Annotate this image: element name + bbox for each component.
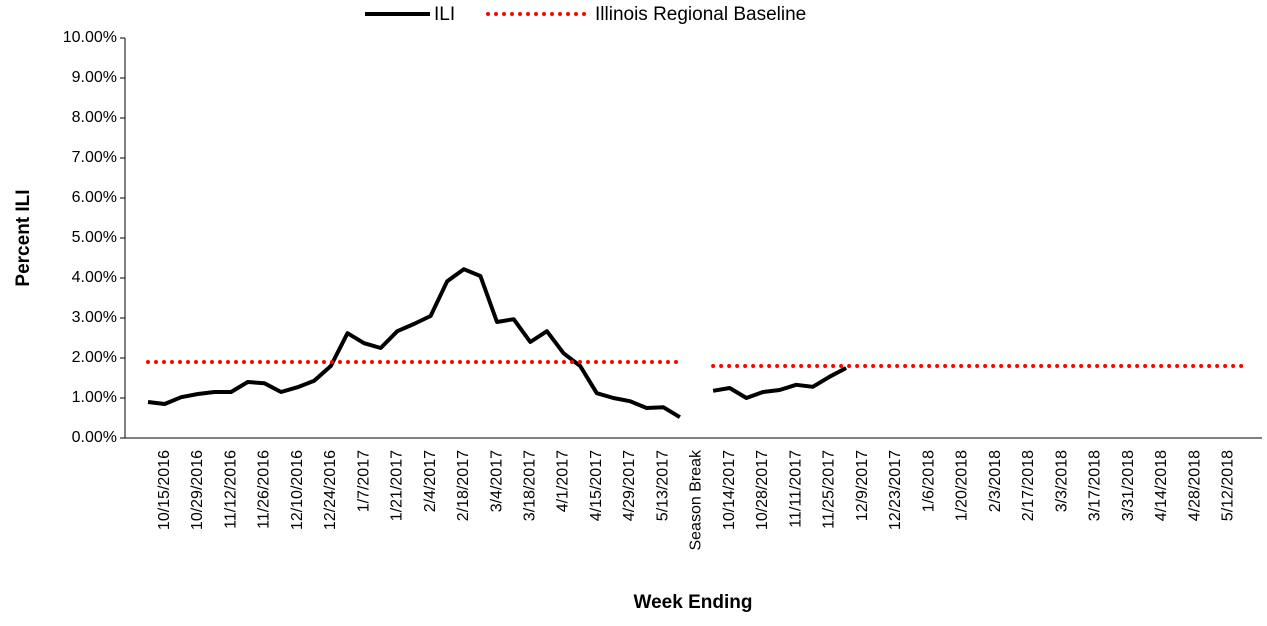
x-tick-label: 4/28/2018 bbox=[1186, 450, 1203, 521]
x-tick-label: 3/4/2017 bbox=[488, 450, 505, 512]
x-tick-label: 5/13/2017 bbox=[654, 450, 671, 521]
legend-label: Illinois Regional Baseline bbox=[595, 4, 806, 25]
x-tick-label: 3/3/2018 bbox=[1053, 450, 1070, 512]
x-tick-label: 10/29/2016 bbox=[189, 450, 206, 530]
x-tick-label: 12/23/2017 bbox=[887, 450, 904, 530]
x-tick-label: 12/9/2017 bbox=[854, 450, 871, 521]
y-axis-title: Percent ILI bbox=[13, 189, 34, 286]
x-tick-label: 1/20/2018 bbox=[954, 450, 971, 521]
x-tick-label: 1/21/2017 bbox=[389, 450, 406, 521]
x-tick-label: 11/11/2017 bbox=[787, 450, 804, 528]
x-tick-label: 4/14/2018 bbox=[1153, 450, 1170, 521]
x-tick-label: Season Break bbox=[688, 449, 705, 551]
x-tick-label: 2/18/2017 bbox=[455, 450, 472, 521]
series-line bbox=[147, 267, 848, 419]
x-tick-label: 11/26/2016 bbox=[256, 450, 273, 529]
x-tick-label: 10/28/2017 bbox=[754, 450, 771, 530]
x-tick-label: 4/29/2017 bbox=[621, 450, 638, 521]
x-tick-label: 1/6/2018 bbox=[920, 450, 937, 512]
x-tick-label: 2/17/2018 bbox=[1020, 450, 1037, 521]
y-tick-label: 5.00% bbox=[72, 229, 117, 246]
legend-label: ILI bbox=[434, 4, 455, 25]
x-tick-label: 12/10/2016 bbox=[289, 450, 306, 530]
y-tick-label: 0.00% bbox=[72, 429, 117, 446]
x-tick-label: 4/1/2017 bbox=[555, 450, 572, 512]
y-tick-label: 9.00% bbox=[72, 69, 117, 86]
x-tick-label: 3/18/2017 bbox=[522, 450, 539, 521]
x-tick-label: 11/25/2017 bbox=[821, 450, 838, 529]
x-tick-label: 10/14/2017 bbox=[721, 450, 738, 530]
x-tick-label: 12/24/2016 bbox=[322, 450, 339, 530]
x-tick-label: 2/4/2017 bbox=[422, 450, 439, 512]
x-tick-label: 1/7/2017 bbox=[355, 450, 372, 512]
x-tick-label: 2/3/2018 bbox=[987, 450, 1004, 512]
y-tick-label: 1.00% bbox=[72, 389, 117, 406]
x-tick-label: 11/12/2016 bbox=[222, 450, 239, 529]
y-tick-label: 7.00% bbox=[72, 149, 117, 166]
y-tick-label: 3.00% bbox=[72, 309, 117, 326]
x-tick-label: 3/31/2018 bbox=[1120, 450, 1137, 521]
x-tick-label: 4/15/2017 bbox=[588, 450, 605, 521]
series-line bbox=[146, 360, 1247, 368]
x-tick-label: 10/15/2016 bbox=[156, 450, 173, 530]
x-tick-label: 5/12/2018 bbox=[1220, 450, 1237, 521]
y-tick-label: 2.00% bbox=[72, 349, 117, 366]
x-axis-title: Week Ending bbox=[634, 592, 753, 613]
y-tick-label: 4.00% bbox=[72, 269, 117, 286]
x-tick-label: 3/17/2018 bbox=[1087, 450, 1104, 521]
y-tick-label: 8.00% bbox=[72, 109, 117, 126]
y-tick-label: 10.00% bbox=[63, 29, 117, 46]
y-tick-label: 6.00% bbox=[72, 189, 117, 206]
